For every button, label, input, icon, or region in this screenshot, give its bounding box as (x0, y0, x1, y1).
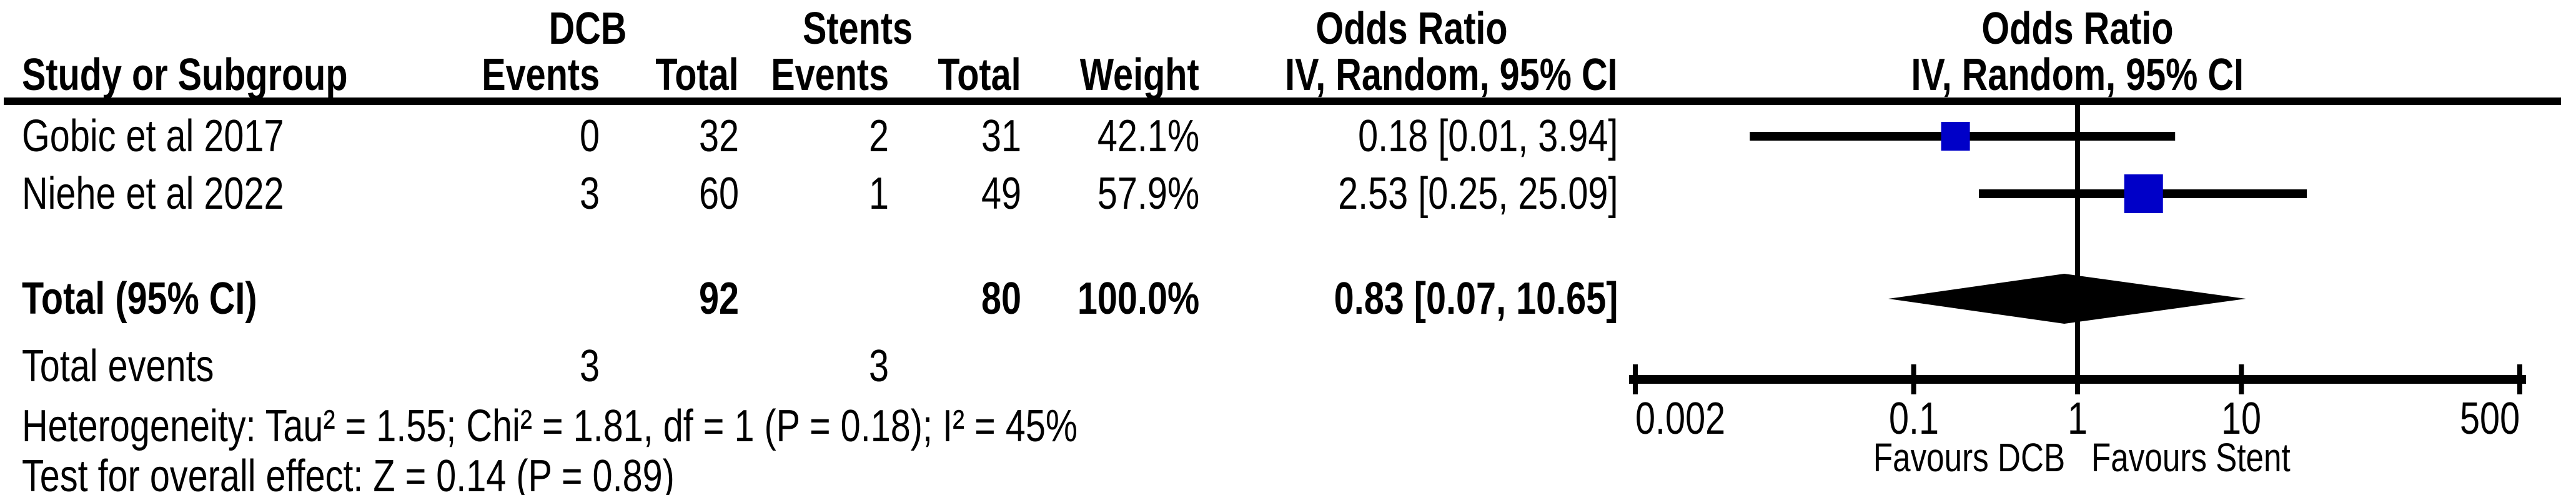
study-or-marker (1941, 122, 1970, 151)
summary-diamond (1888, 274, 2246, 324)
header-divider (4, 98, 2561, 105)
study-or-marker (2124, 174, 2163, 213)
